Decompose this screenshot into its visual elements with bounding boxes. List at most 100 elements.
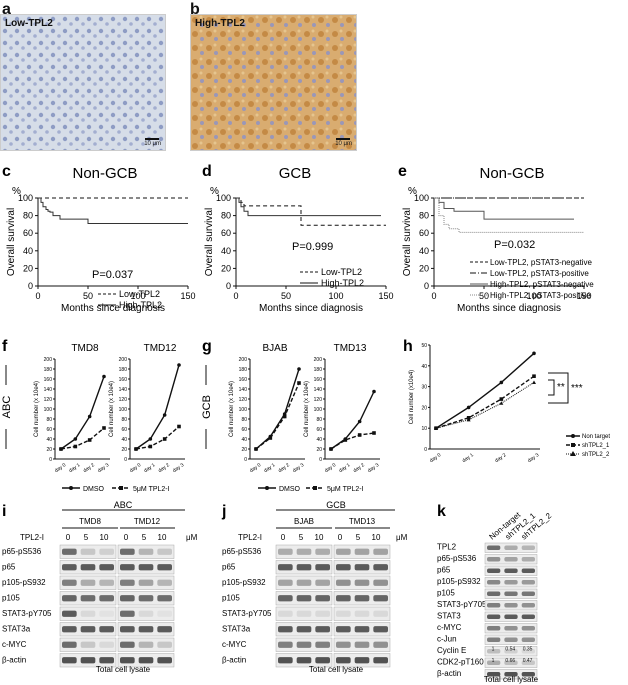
km-e-legend: Low-TPL2, pSTAT3-negative Low-TPL2, pSTA… (470, 258, 594, 300)
y-tick-label: 160 (119, 377, 128, 383)
x-tick-label: day 3 (367, 462, 381, 474)
blot-band (315, 657, 330, 664)
x-tick-label: day 1 (461, 452, 475, 464)
blot-row-label: β-actin (222, 656, 246, 665)
y-tick-label: 60 (316, 427, 322, 433)
y-axis-label: Overall survival (6, 208, 17, 276)
blot-row-label: p65-pS536 (222, 547, 262, 556)
blot-row-label: β-actin (437, 669, 461, 678)
blot-row-label: p105 (222, 594, 240, 603)
blot-band (120, 564, 135, 571)
blot-band (278, 595, 293, 602)
blot-band (278, 548, 293, 555)
data-point (73, 437, 78, 441)
y-tick-label: 80 (221, 211, 231, 221)
legend-label: DMSO (279, 486, 301, 493)
km-c-plot: 0 20 40 60 80 100 0 50 100 150 Months since diagno… (6, 193, 196, 314)
y-tick-label: 160 (44, 377, 53, 383)
growth-h-significance: ** *** (548, 372, 583, 404)
legend-label: 5μM TPL2-I (327, 486, 364, 493)
y-tick-label: 20 (23, 263, 33, 273)
y-tick-label: 20 (46, 447, 52, 453)
scale-label: 10 μm (144, 141, 161, 147)
sig-label: *** (571, 383, 583, 394)
blot-band (504, 614, 518, 620)
growth-series-line (60, 427, 105, 450)
y-tick-label: 0 (319, 457, 322, 463)
data-point (282, 414, 287, 419)
growth-g1-title: BJAB (262, 343, 287, 354)
blot-band (336, 579, 351, 586)
legend-label: shTPL2_1 (582, 443, 610, 449)
km-e-title: Non-GCB (479, 165, 544, 182)
x-tick-label: 0 (233, 291, 238, 301)
km-c-pct: % (12, 186, 21, 197)
blot-j-group: GCB (326, 500, 346, 510)
panel-k-letter: k (437, 503, 446, 520)
blot-band (487, 671, 501, 677)
data-point (357, 433, 362, 437)
data-point (134, 447, 138, 451)
blot-band (521, 625, 535, 631)
x-tick-label: day 1 (338, 462, 352, 474)
blot-row-label: Cyclin E (437, 646, 466, 655)
y-tick-label: 60 (419, 228, 429, 238)
blot-band (80, 579, 96, 586)
data-point (434, 426, 438, 430)
blot-band (62, 641, 77, 648)
legend-label: Low-TPL2, pSTAT3-positive (490, 269, 589, 278)
legend-label: Low-TPL2 (119, 289, 160, 299)
blot-band (373, 657, 388, 664)
growth-curves-figure: f ABC TMD8 TMD12 02040608010012014016018… (1, 338, 610, 493)
blot-band (80, 626, 96, 633)
data-point (343, 438, 348, 442)
data-point (499, 401, 504, 405)
quantification-label: 1 (492, 647, 495, 653)
scale-label: 10 μm (335, 141, 352, 147)
x-tick-label: day 1 (143, 462, 157, 474)
legend-label: High-TPL2 (119, 300, 162, 310)
km-series-line (236, 197, 386, 226)
growth-series-line (255, 368, 300, 450)
blot-band (138, 626, 154, 633)
x-tick-label: day 2 (157, 462, 171, 474)
data-point (87, 438, 92, 442)
y-tick-label: 60 (46, 427, 52, 433)
y-tick-label: 20 (316, 447, 322, 453)
y-tick-label: 200 (239, 357, 248, 363)
x-tick-label: day 0 (129, 462, 143, 474)
growth-series-line (435, 375, 535, 429)
legend-label: High-TPL2, pSTAT3-negative (490, 280, 594, 289)
y-tick-label: 200 (44, 357, 53, 363)
blot-band (336, 595, 351, 602)
x-tick-label: day 3 (292, 462, 306, 474)
blot-band (62, 610, 77, 617)
blot-band (296, 610, 312, 617)
group-gcb-label: GCB (201, 395, 213, 419)
blot-band (521, 591, 535, 597)
western-blots-figure: i ABC TMD8 TMD12 TPL2-I 0 5 10 0 5 10 μM p65-… (2, 500, 554, 684)
y-tick-label: 40 (241, 437, 247, 443)
dose-label: 0 (281, 533, 286, 542)
y-tick-label: 80 (46, 417, 52, 423)
y-tick-label: 120 (314, 397, 323, 403)
blot-band (278, 657, 293, 664)
y-tick-label: 20 (241, 447, 247, 453)
blot-i-bands: p65-pS536 p65 p105-pS932 p105 STAT3-pY705 STA… (2, 544, 175, 668)
data-point (268, 436, 273, 440)
blot-band (278, 579, 293, 586)
blot-row-label: c-MYC (437, 623, 462, 632)
y-tick-label: 120 (239, 397, 248, 403)
blot-band (354, 610, 370, 617)
blot-band (80, 595, 96, 602)
km-d-plot: 0 20 40 60 80 100 0 50 100 150 Months since diagno… (204, 193, 394, 314)
y-tick-label: 20 (419, 263, 429, 273)
blot-band (296, 595, 312, 602)
blot-row-label: CDK2-pT160 (437, 657, 484, 666)
y-tick-label: 40 (419, 246, 429, 256)
blot-j-footer: Total cell lysate (309, 665, 364, 674)
data-point (466, 405, 471, 410)
y-tick-label: 0 (124, 457, 127, 463)
x-tick-label: 150 (576, 291, 591, 301)
